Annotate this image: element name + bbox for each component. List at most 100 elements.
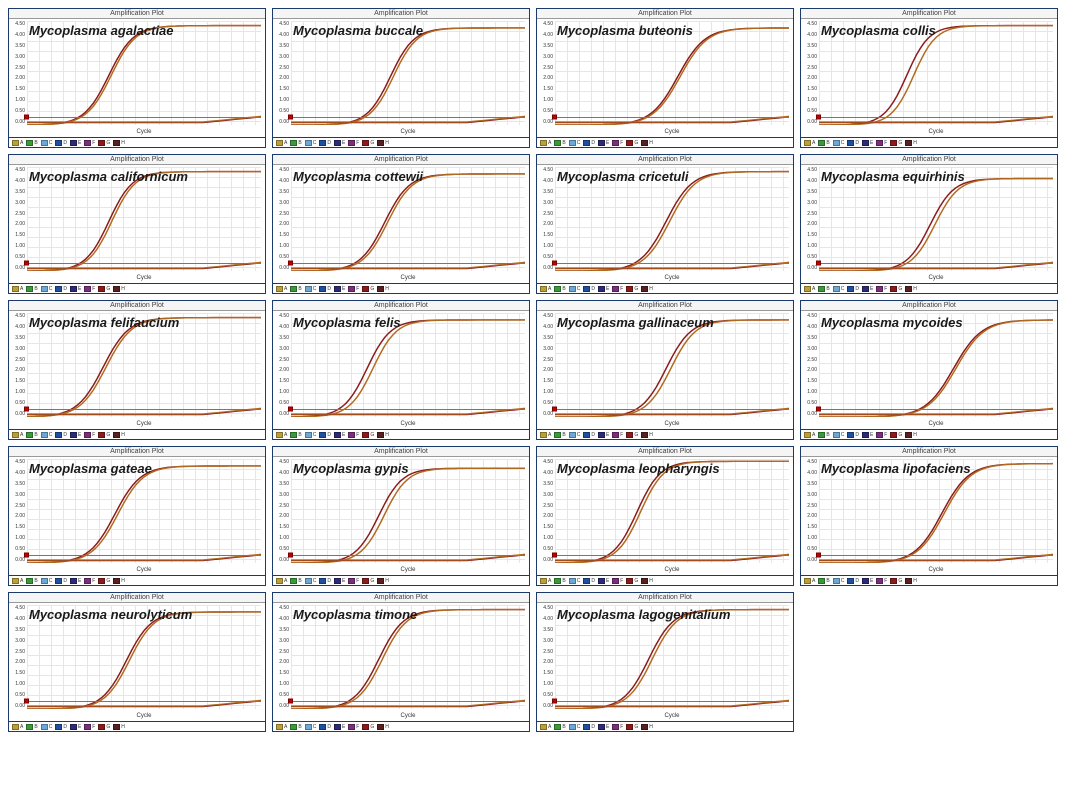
y-tick-label: 3.50 <box>15 481 25 487</box>
sigmoid-curve-2 <box>27 172 261 271</box>
legend-swatch <box>12 286 19 292</box>
legend-swatch <box>113 432 120 438</box>
legend-label: E <box>606 724 609 730</box>
threshold-line <box>291 263 525 264</box>
y-tick-label: 0.00 <box>543 557 553 563</box>
legend-item: B <box>290 578 301 584</box>
legend-item: D <box>583 578 595 584</box>
sigmoid-curve-2 <box>555 461 789 563</box>
y-tick-label: 4.50 <box>543 313 553 319</box>
legend-item: G <box>362 140 374 146</box>
legend-swatch <box>554 578 561 584</box>
legend-swatch <box>876 578 883 584</box>
legend-label: H <box>385 140 389 146</box>
y-tick-label: 2.50 <box>279 649 289 655</box>
y-tick-label: 0.50 <box>279 546 289 552</box>
legend-bar: ABCDEFGH <box>800 138 1058 148</box>
legend-swatch <box>818 432 825 438</box>
y-tick-label: 0.00 <box>279 411 289 417</box>
y-tick-label: 3.00 <box>807 200 817 206</box>
legend-item: A <box>540 140 551 146</box>
y-tick-label: 0.00 <box>15 411 25 417</box>
legend-label: C <box>49 286 53 292</box>
legend-item: D <box>55 286 67 292</box>
plot-area: Mycoplasma cottewii4.504.003.503.002.502… <box>273 165 529 283</box>
y-tick-label: 3.00 <box>15 492 25 498</box>
legend-swatch <box>847 432 854 438</box>
y-tick-label: 4.50 <box>15 167 25 173</box>
legend-label: B <box>298 432 301 438</box>
legend-swatch <box>862 286 869 292</box>
legend-label: E <box>78 578 81 584</box>
legend-swatch <box>641 432 648 438</box>
y-tick-label: 2.50 <box>807 357 817 363</box>
legend-label: G <box>106 432 110 438</box>
legend-swatch <box>70 724 77 730</box>
legend-label: A <box>548 724 551 730</box>
legend-swatch <box>319 724 326 730</box>
legend-label: D <box>591 578 595 584</box>
legend-bar: ABCDEFGH <box>8 430 266 440</box>
x-axis-label: Cycle <box>928 129 943 135</box>
amplification-plot-panel: Amplification PlotMycoplasma californicu… <box>8 154 266 284</box>
threshold-line <box>555 701 789 702</box>
legend-bar: ABCDEFGH <box>8 138 266 148</box>
legend-label: D <box>591 286 595 292</box>
legend-item: D <box>55 724 67 730</box>
x-axis-label: Cycle <box>664 567 679 573</box>
y-tick-label: 1.50 <box>15 86 25 92</box>
legend-label: D <box>63 286 67 292</box>
y-tick-label: 3.50 <box>15 335 25 341</box>
legend-swatch <box>818 286 825 292</box>
y-tick-label: 4.50 <box>807 459 817 465</box>
y-tick-label: 2.00 <box>15 513 25 519</box>
sigmoid-curve-2 <box>819 464 1053 563</box>
y-tick-label: 0.00 <box>543 265 553 271</box>
legend-item: D <box>319 286 331 292</box>
legend-bar: ABCDEFGH <box>272 430 530 440</box>
legend-label: A <box>548 140 551 146</box>
legend-swatch <box>377 140 384 146</box>
sigmoid-curve-1 <box>555 461 789 563</box>
legend-label: E <box>78 140 81 146</box>
y-tick-label: 3.00 <box>543 492 553 498</box>
y-tick-label: 2.00 <box>807 513 817 519</box>
legend-label: B <box>298 286 301 292</box>
sigmoid-curve-2 <box>291 468 525 563</box>
y-tick-label: 4.00 <box>279 616 289 622</box>
sigmoid-curve-1 <box>27 26 261 125</box>
legend-swatch <box>319 286 326 292</box>
legend-swatch <box>276 286 283 292</box>
y-tick-label: 2.00 <box>543 659 553 665</box>
legend-label: C <box>49 140 53 146</box>
legend-label: B <box>34 140 37 146</box>
legend-swatch <box>876 286 883 292</box>
legend-item: D <box>583 286 595 292</box>
legend-label: C <box>313 724 317 730</box>
y-tick-label: 0.50 <box>807 400 817 406</box>
legend-item: B <box>26 578 37 584</box>
panel-title: Amplification Plot <box>273 301 529 311</box>
legend-bar: ABCDEFGH <box>800 430 1058 440</box>
legend-item: D <box>847 432 859 438</box>
y-tick-label: 4.50 <box>279 313 289 319</box>
threshold-line <box>819 555 1053 556</box>
legend-label: E <box>870 578 873 584</box>
sigmoid-curve-1 <box>555 610 789 709</box>
y-axis-ticks: 4.504.003.503.002.502.001.501.000.500.00 <box>802 313 818 417</box>
legend-label: E <box>342 286 345 292</box>
y-tick-label: 4.00 <box>15 324 25 330</box>
legend-swatch <box>276 432 283 438</box>
x-axis-label: Cycle <box>928 275 943 281</box>
legend-swatch <box>612 724 619 730</box>
legend-swatch <box>833 578 840 584</box>
legend-item: D <box>319 578 331 584</box>
y-tick-label: 0.00 <box>543 119 553 125</box>
legend-bar: ABCDEFGH <box>272 284 530 294</box>
legend-label: A <box>20 286 23 292</box>
legend-swatch <box>290 140 297 146</box>
legend-item: H <box>113 286 125 292</box>
sigmoid-curve-1 <box>291 320 525 417</box>
legend-item: E <box>598 286 609 292</box>
sigmoid-curve-2 <box>555 172 789 271</box>
